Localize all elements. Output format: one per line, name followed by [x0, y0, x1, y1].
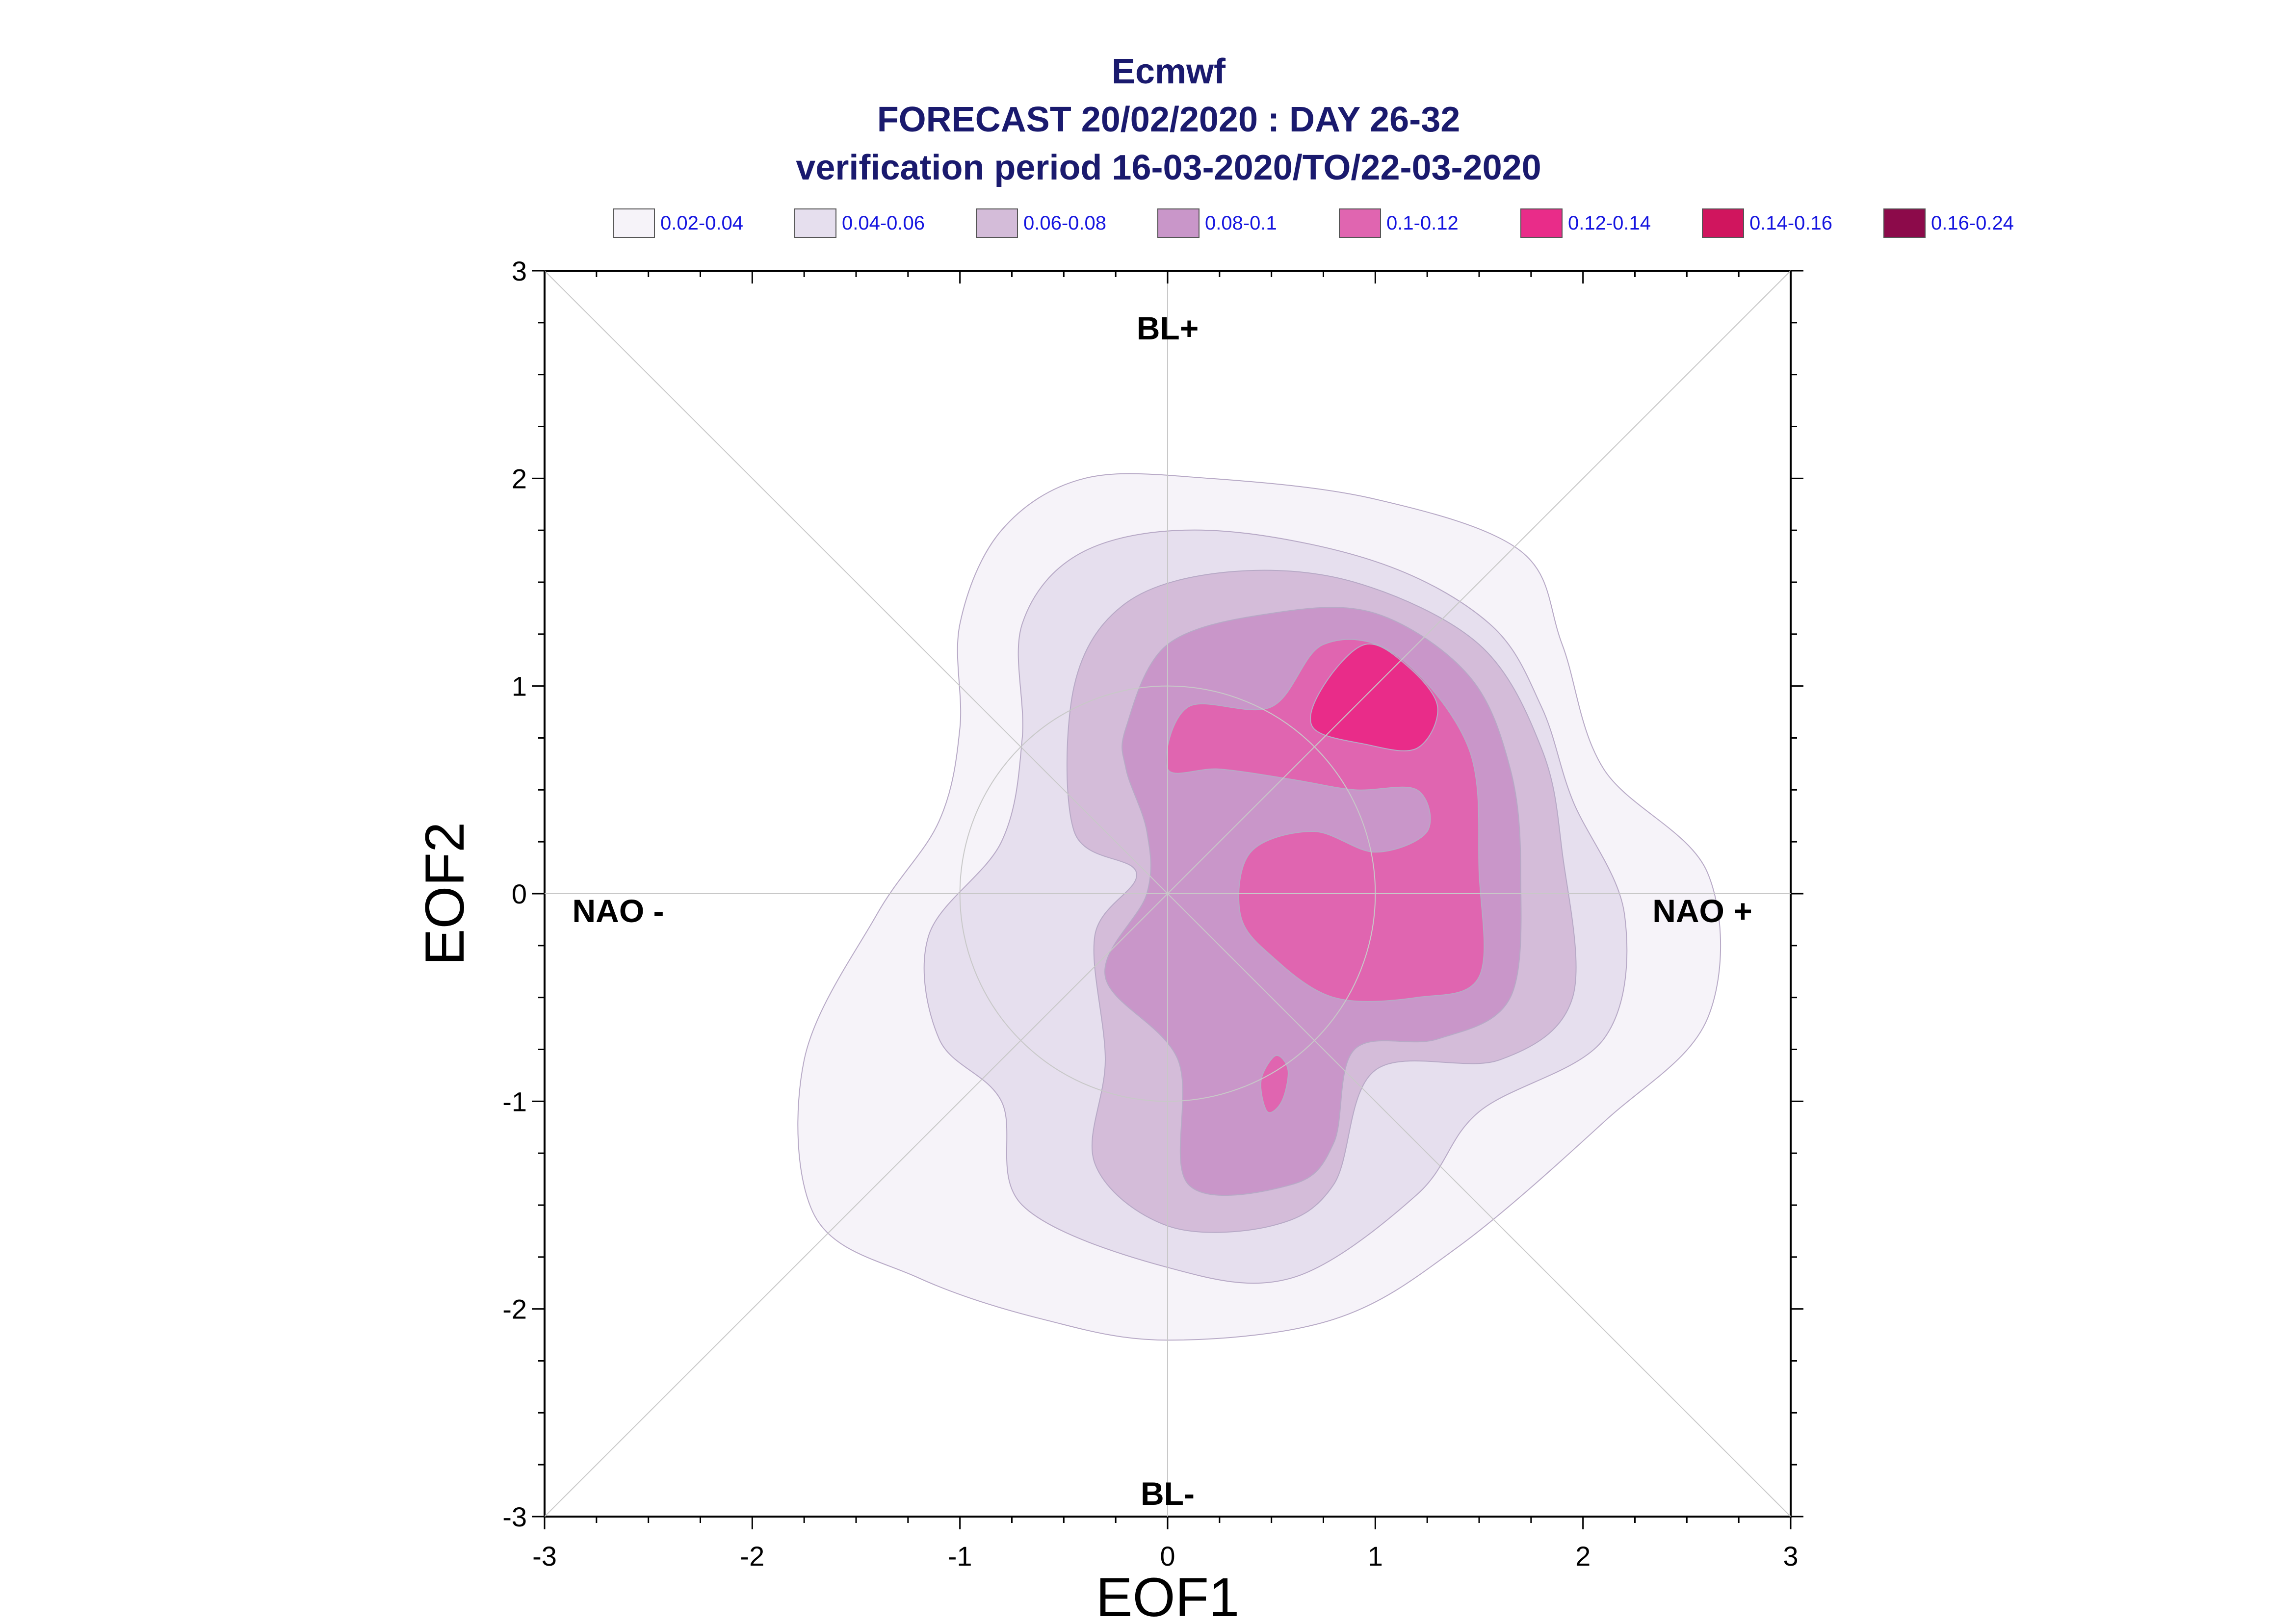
x-axis-label: EOF1: [1096, 1567, 1240, 1624]
quadrant-label-bl-minus: BL-: [1141, 1475, 1195, 1512]
y-tick-label: 0: [512, 878, 527, 909]
x-tick-label: -2: [740, 1541, 764, 1572]
legend-label: 0.08-0.1: [1205, 212, 1277, 234]
legend-swatch: [1339, 208, 1381, 238]
legend-swatch: [794, 208, 836, 238]
axis-ticks: -3 -2 -1 0 1 2 3 -3 -2 -1 0 1 2 3: [502, 256, 1803, 1572]
legend-item: 0.02-0.04: [613, 208, 743, 238]
x-tick-label: 0: [1160, 1541, 1175, 1572]
contour-0_1-0_12-5: [1260, 1055, 1289, 1113]
legend-swatch: [613, 208, 655, 238]
legend-item: 0.06-0.08: [976, 208, 1106, 238]
legend-swatch: [976, 208, 1018, 238]
legend: 0.02-0.04 0.04-0.06 0.06-0.08 0.08-0.1 0.1-0…: [613, 208, 2014, 238]
guide-lines: [544, 270, 1791, 1517]
plot-area: -3 -2 -1 0 1 2 3 -3 -2 -1 0 1 2 3 BL+ BL- NAO - NAO +: [502, 256, 1803, 1572]
y-tick-label: 3: [512, 256, 527, 286]
contour-layer: [797, 473, 1721, 1341]
legend-item: 0.08-0.1: [1157, 208, 1277, 238]
x-tick-label: 2: [1575, 1541, 1591, 1572]
quadrant-label-nao-minus: NAO -: [573, 893, 664, 929]
y-tick-label: -3: [502, 1501, 527, 1532]
y-axis-label: EOF2: [414, 822, 475, 966]
legend-label: 0.04-0.06: [842, 212, 925, 234]
chart-title-line-2: FORECAST 20/02/2020 : DAY 26-32: [877, 100, 1460, 139]
legend-item: 0.1-0.12: [1339, 208, 1459, 238]
quadrant-label-bl-plus: BL+: [1137, 310, 1199, 346]
diagonal-line-ascending: [544, 270, 1791, 1517]
legend-label: 0.02-0.04: [660, 212, 743, 234]
x-tick-label: -3: [532, 1541, 557, 1572]
legend-label: 0.1-0.12: [1386, 212, 1459, 234]
quadrant-label-nao-plus: NAO +: [1652, 893, 1752, 929]
y-tick-label: 2: [512, 463, 527, 494]
chart-title-line-3: verification period 16-03-2020/TO/22-03-…: [796, 148, 1541, 187]
legend-label: 0.14-0.16: [1749, 212, 1832, 234]
legend-item: 0.12-0.14: [1520, 208, 1651, 238]
legend-item: 0.16-0.24: [1883, 208, 2014, 238]
legend-item: 0.04-0.06: [794, 208, 925, 238]
y-tick-label: 1: [512, 671, 527, 702]
y-tick-label: -1: [502, 1086, 527, 1117]
legend-item: 0.14-0.16: [1702, 208, 1832, 238]
contour-0_12-0_14-6: [1310, 643, 1438, 751]
reference-circle: [959, 685, 1376, 1102]
legend-swatch: [1883, 208, 1926, 238]
legend-swatch: [1702, 208, 1744, 238]
legend-label: 0.16-0.24: [1931, 212, 2014, 234]
legend-label: 0.12-0.14: [1568, 212, 1651, 234]
legend-swatch: [1520, 208, 1563, 238]
x-tick-label: 3: [1783, 1541, 1798, 1572]
x-tick-label: -1: [948, 1541, 972, 1572]
y-tick-label: -2: [502, 1294, 527, 1325]
chart-title-line-1: Ecmwf: [1112, 52, 1226, 91]
legend-swatch: [1157, 208, 1200, 238]
legend-label: 0.06-0.08: [1023, 212, 1106, 234]
x-tick-label: 1: [1368, 1541, 1383, 1572]
